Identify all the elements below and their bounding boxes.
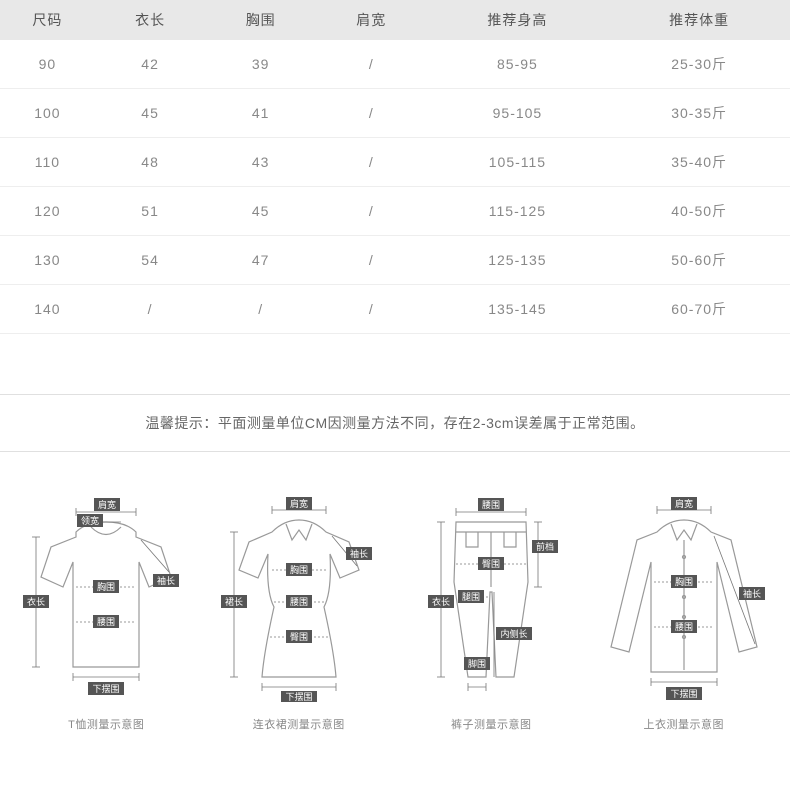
col-header: 胸围 xyxy=(205,0,316,40)
table-cell: 40-50斤 xyxy=(608,187,790,236)
diagram-pants: 腰围 前档 臀围 腿围 衣长 内侧长 脚围 裤子测量示意图 xyxy=(406,492,576,732)
label-chest: 胸围 xyxy=(675,576,693,587)
dress-svg: 肩宽 袖长 胸围 裙长 腰围 臀围 下摆围 xyxy=(214,492,384,702)
table-cell: 45 xyxy=(205,187,316,236)
col-header: 推荐身高 xyxy=(427,0,609,40)
label-rise: 前档 xyxy=(536,541,554,552)
table-row: 1104843/105-11535-40斤 xyxy=(0,138,790,187)
table-body: 904239/85-9525-30斤1004541/95-10530-35斤11… xyxy=(0,40,790,334)
table-cell: / xyxy=(316,236,427,285)
table-cell: 35-40斤 xyxy=(608,138,790,187)
label-waist: 腰围 xyxy=(97,617,115,627)
table-cell: / xyxy=(316,285,427,334)
label-length: 裙长 xyxy=(225,596,243,607)
label-shoulder: 肩宽 xyxy=(675,498,693,509)
col-header: 推荐体重 xyxy=(608,0,790,40)
label-hem: 下摆围 xyxy=(670,688,697,699)
table-row: 1305447/125-13550-60斤 xyxy=(0,236,790,285)
table-cell: 105-115 xyxy=(427,138,609,187)
label-chest: 胸围 xyxy=(97,581,115,592)
table-row: 904239/85-9525-30斤 xyxy=(0,40,790,89)
label-length: 衣长 xyxy=(27,596,45,607)
label-waist: 腰围 xyxy=(290,597,308,607)
pants-svg: 腰围 前档 臀围 腿围 衣长 内侧长 脚围 xyxy=(406,492,576,702)
size-chart-table: 尺码衣长胸围肩宽推荐身高推荐体重 904239/85-9525-30斤10045… xyxy=(0,0,790,334)
table-row: 140///135-14560-70斤 xyxy=(0,285,790,334)
label-waist: 腰围 xyxy=(675,622,693,632)
label-chest: 胸围 xyxy=(290,564,308,575)
table-cell: / xyxy=(316,89,427,138)
table-cell: 25-30斤 xyxy=(608,40,790,89)
table-cell: / xyxy=(205,285,316,334)
table-cell: 48 xyxy=(95,138,206,187)
col-header: 肩宽 xyxy=(316,0,427,40)
caption-dress: 连衣裙测量示意图 xyxy=(253,716,345,732)
table-cell: 115-125 xyxy=(427,187,609,236)
table-cell: 47 xyxy=(205,236,316,285)
table-cell: 54 xyxy=(95,236,206,285)
label-sleeve: 袖长 xyxy=(743,588,761,599)
table-cell: / xyxy=(316,40,427,89)
table-cell: 95-105 xyxy=(427,89,609,138)
label-waist: 腰围 xyxy=(482,500,500,510)
shirt-svg: 肩宽 胸围 袖长 腰围 下摆围 xyxy=(599,492,769,702)
table-row: 1004541/95-10530-35斤 xyxy=(0,89,790,138)
table-cell: 85-95 xyxy=(427,40,609,89)
label-sleeve: 袖长 xyxy=(350,548,368,559)
table-cell: 140 xyxy=(0,285,95,334)
table-cell: 90 xyxy=(0,40,95,89)
caption-pants: 裤子测量示意图 xyxy=(451,716,532,732)
table-cell: 50-60斤 xyxy=(608,236,790,285)
table-cell: / xyxy=(95,285,206,334)
table-row: 1205145/115-12540-50斤 xyxy=(0,187,790,236)
measurement-tip: 温馨提示：平面测量单位CM因测量方法不同，存在2-3cm误差属于正常范围。 xyxy=(0,394,790,452)
table-cell: 39 xyxy=(205,40,316,89)
label-leg-opening: 脚围 xyxy=(468,659,486,669)
table-cell: 45 xyxy=(95,89,206,138)
table-cell: / xyxy=(316,187,427,236)
label-shoulder: 肩宽 xyxy=(290,498,308,509)
label-shoulder: 肩宽 xyxy=(98,499,116,510)
table-cell: 135-145 xyxy=(427,285,609,334)
tshirt-svg: 肩宽 领宽 袖长 胸围 衣长 腰围 下摆围 xyxy=(21,492,191,702)
diagram-dress: 肩宽 袖长 胸围 裙长 腰围 臀围 下摆围 连衣裙测量示意图 xyxy=(214,492,384,732)
table-cell: 30-35斤 xyxy=(608,89,790,138)
table-cell: 130 xyxy=(0,236,95,285)
table-cell: 60-70斤 xyxy=(608,285,790,334)
diagram-shirt: 肩宽 胸围 袖长 腰围 下摆围 上衣测量示意图 xyxy=(599,492,769,732)
table-cell: 100 xyxy=(0,89,95,138)
col-header: 衣长 xyxy=(95,0,206,40)
table-header-row: 尺码衣长胸围肩宽推荐身高推荐体重 xyxy=(0,0,790,40)
diagram-tshirt: 肩宽 领宽 袖长 胸围 衣长 腰围 下摆围 T恤测量示意图 xyxy=(21,492,191,732)
table-cell: / xyxy=(316,138,427,187)
caption-shirt: 上衣测量示意图 xyxy=(644,716,725,732)
label-inseam: 内侧长 xyxy=(501,628,528,639)
table-cell: 42 xyxy=(95,40,206,89)
table-cell: 43 xyxy=(205,138,316,187)
label-length: 衣长 xyxy=(432,596,450,607)
table-cell: 120 xyxy=(0,187,95,236)
table-cell: 41 xyxy=(205,89,316,138)
measurement-diagrams-row: 肩宽 领宽 袖长 胸围 衣长 腰围 下摆围 T恤测量示意图 肩宽 袖长 胸围 xyxy=(0,492,790,752)
label-hem: 下摆围 xyxy=(93,683,120,694)
label-hip: 臀围 xyxy=(290,632,308,642)
caption-tshirt: T恤测量示意图 xyxy=(68,716,144,732)
table-cell: 110 xyxy=(0,138,95,187)
label-hem: 下摆围 xyxy=(285,691,312,702)
table-cell: 125-135 xyxy=(427,236,609,285)
label-thigh: 腿围 xyxy=(462,592,480,602)
label-neck: 领宽 xyxy=(81,515,99,526)
col-header: 尺码 xyxy=(0,0,95,40)
table-cell: 51 xyxy=(95,187,206,236)
label-sleeve: 袖长 xyxy=(157,575,175,586)
label-hip: 臀围 xyxy=(482,559,500,569)
